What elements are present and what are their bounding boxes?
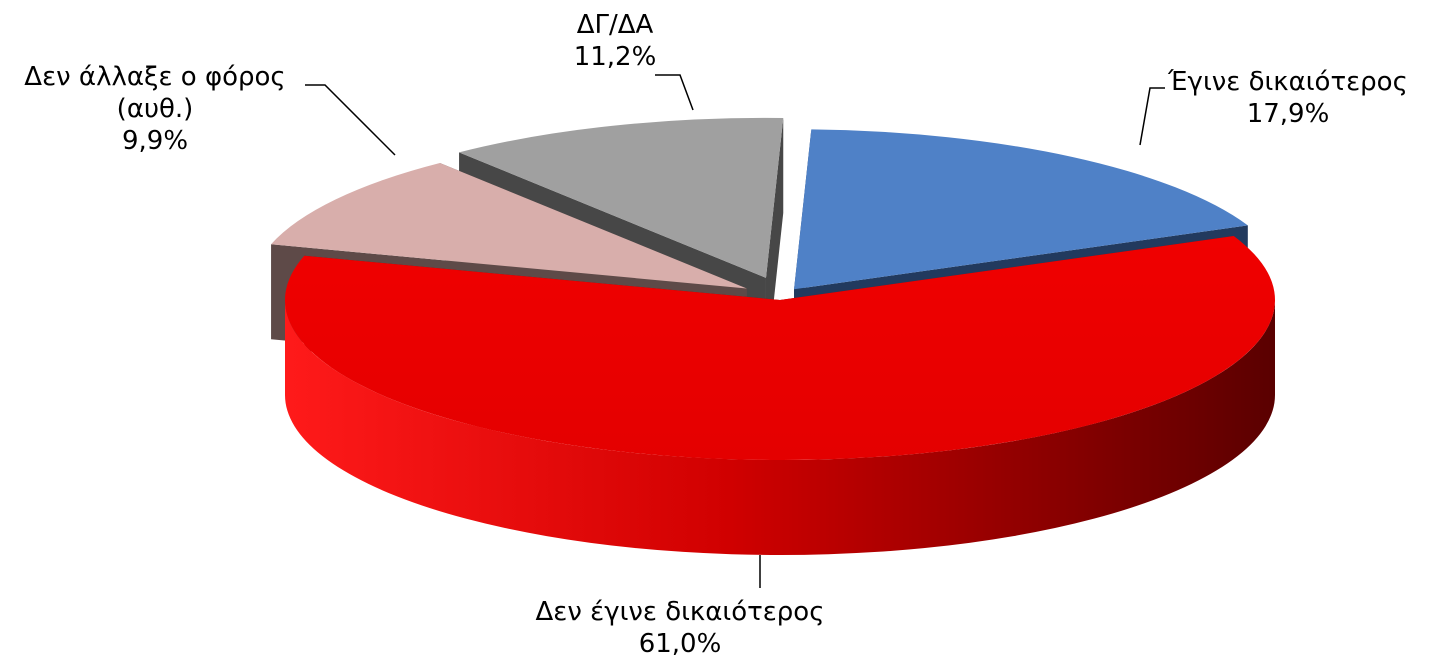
leader-line-3 [655,74,694,111]
pie-slices [271,117,1276,555]
pie-slice-top-3 [459,117,784,278]
slice-category-label-3: ΔΓ/ΔΑ [577,10,654,40]
slice-category-label-2: Δεν άλλαξε ο φόρος [24,62,285,92]
pie-slice-top-2 [271,162,747,289]
pie-slice-1 [285,236,1276,555]
slice-category-label-0: Έγινε δικαιότερος [1167,67,1408,97]
leader-line-0 [1139,87,1165,146]
slice-category-label-2: (αυθ.) [117,94,194,124]
pie-slice-top-1 [285,236,1276,460]
pie-slice-side-1 [285,300,1275,555]
leader-line-2 [305,84,396,156]
slice-value-label-3: 11,2% [574,42,657,72]
slice-value-label-0: 17,9% [1247,99,1330,129]
data-label-2: Δεν άλλαξε ο φόρος(αυθ.)9,9% [24,62,396,156]
slice-value-label-1: 61,0% [639,629,722,659]
slice-value-label-2: 9,9% [122,126,188,156]
pie-slice-top-0 [794,129,1248,290]
slice-category-label-1: Δεν έγινε δικαιότερος [536,597,825,627]
